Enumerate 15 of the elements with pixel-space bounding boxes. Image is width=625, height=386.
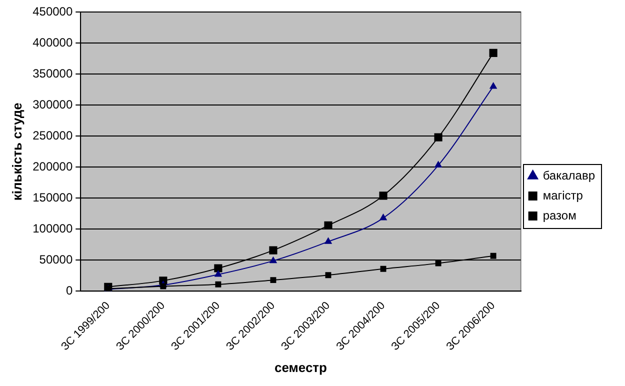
- legend-label: бакалавр: [542, 168, 596, 182]
- y-tick-label: 100000: [32, 221, 73, 236]
- y-tick-label: 300000: [32, 97, 73, 112]
- y-tick-label: 0: [66, 284, 73, 298]
- y-tick-label: 350000: [32, 66, 73, 80]
- legend-label: магістр: [542, 188, 584, 202]
- y-tick-label: 250000: [32, 128, 73, 142]
- y-tick-label: 50000: [39, 252, 73, 267]
- y-axis-title: кількість студе: [9, 102, 24, 201]
- x-axis-title: семестр: [274, 360, 328, 375]
- y-tick-label: 400000: [32, 35, 73, 50]
- y-tick-label: 450000: [32, 4, 73, 18]
- y-tick-label: 150000: [32, 190, 73, 204]
- y-tick-label: 200000: [32, 159, 73, 174]
- legend-label: разом: [542, 208, 576, 222]
